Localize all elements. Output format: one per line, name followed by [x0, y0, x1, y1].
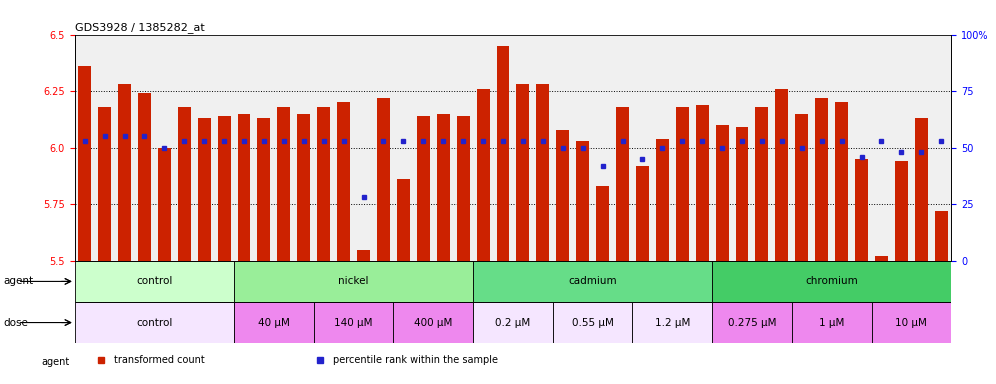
Bar — [393, 302, 473, 343]
Bar — [177, 107, 191, 261]
Bar — [357, 250, 371, 261]
Text: agent: agent — [42, 357, 70, 367]
Bar — [712, 261, 951, 302]
Bar — [855, 159, 868, 261]
Bar — [712, 302, 792, 343]
Bar — [234, 261, 473, 302]
Bar — [118, 84, 131, 261]
Bar — [337, 103, 351, 261]
Bar — [735, 127, 748, 261]
Bar — [197, 118, 211, 261]
Bar — [497, 46, 510, 261]
Bar — [792, 302, 872, 343]
Bar — [576, 141, 589, 261]
Bar — [75, 261, 234, 302]
Bar — [257, 118, 270, 261]
Text: 1 μM: 1 μM — [819, 318, 845, 328]
Bar — [556, 129, 570, 261]
Bar — [616, 107, 629, 261]
Bar — [934, 211, 947, 261]
Bar — [217, 116, 230, 261]
Bar — [314, 302, 393, 343]
Bar — [297, 114, 311, 261]
Text: 40 μM: 40 μM — [258, 318, 290, 328]
Bar — [396, 179, 410, 261]
Bar — [695, 105, 708, 261]
Bar — [675, 107, 689, 261]
Text: 0.55 μM: 0.55 μM — [572, 318, 614, 328]
Bar — [755, 107, 769, 261]
Bar — [137, 93, 151, 261]
Text: 140 μM: 140 μM — [335, 318, 373, 328]
Text: 0.2 μM: 0.2 μM — [495, 318, 531, 328]
Bar — [795, 114, 808, 261]
Text: 400 μM: 400 μM — [414, 318, 452, 328]
Bar — [536, 84, 549, 261]
Bar — [456, 116, 470, 261]
Bar — [234, 302, 314, 343]
Bar — [78, 66, 92, 261]
Bar — [157, 148, 171, 261]
Text: 1.2 μM: 1.2 μM — [654, 318, 690, 328]
Bar — [376, 98, 389, 261]
Text: control: control — [136, 276, 172, 286]
Bar — [632, 302, 712, 343]
Bar — [635, 166, 649, 261]
Text: chromium: chromium — [806, 276, 858, 286]
Text: 10 μM: 10 μM — [895, 318, 927, 328]
Bar — [437, 114, 450, 261]
Bar — [872, 302, 951, 343]
Bar — [317, 107, 330, 261]
Bar — [473, 261, 712, 302]
Bar — [815, 98, 828, 261]
Text: 0.275 μM: 0.275 μM — [728, 318, 776, 328]
Bar — [874, 257, 887, 261]
Bar — [75, 302, 234, 343]
Bar — [237, 114, 250, 261]
Text: transformed count: transformed count — [115, 355, 205, 365]
Bar — [835, 103, 848, 261]
Bar — [473, 302, 553, 343]
Text: agent: agent — [3, 276, 33, 286]
Text: cadmium: cadmium — [569, 276, 617, 286]
Bar — [98, 107, 111, 261]
Text: GDS3928 / 1385282_at: GDS3928 / 1385282_at — [75, 22, 204, 33]
Bar — [914, 118, 927, 261]
Text: control: control — [136, 318, 172, 328]
Bar — [715, 125, 729, 261]
Bar — [655, 139, 668, 261]
Text: percentile rank within the sample: percentile rank within the sample — [334, 355, 498, 365]
Bar — [894, 161, 907, 261]
Bar — [775, 89, 788, 261]
Text: dose: dose — [3, 318, 28, 328]
Bar — [277, 107, 291, 261]
Bar — [416, 116, 429, 261]
Bar — [553, 302, 632, 343]
Text: nickel: nickel — [339, 276, 369, 286]
Bar — [476, 89, 489, 261]
Bar — [596, 186, 610, 261]
Bar — [516, 84, 530, 261]
